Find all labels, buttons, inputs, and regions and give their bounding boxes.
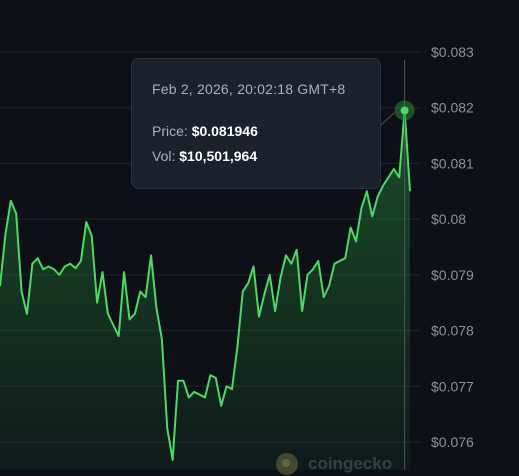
price-line — [0, 109, 411, 461]
tooltip-vol-value: $10,501,964 — [179, 148, 258, 164]
y-tick-label: $0.079 — [431, 267, 474, 283]
tooltip-price-row: Price: $0.081946 — [152, 123, 360, 139]
price-area — [0, 110, 410, 470]
price-line-layer — [0, 109, 411, 461]
y-tick-label: $0.08 — [431, 211, 466, 227]
tooltip-price-label: Price: — [152, 123, 188, 139]
watermark-text: coingecko — [308, 454, 393, 473]
coingecko-logo-icon — [276, 453, 298, 475]
y-axis-ticks: $0.083 $0.082 $0.081 $0.08 $0.079 $0.078 $0.07… — [431, 44, 474, 450]
y-tick-label: $0.078 — [431, 323, 474, 339]
tooltip-vol-label: Vol: — [152, 148, 176, 164]
tooltip-price-value: $0.081946 — [191, 123, 258, 139]
coingecko-watermark: coingecko — [276, 452, 392, 476]
tooltip-vol-row: Vol: $10,501,964 — [152, 148, 360, 164]
tooltip-date: Feb 2, 2026, 20:02:18 GMT+8 — [152, 81, 346, 97]
y-tick-label: $0.083 — [431, 44, 474, 60]
y-tick-label: $0.082 — [431, 100, 474, 116]
price-area-layer — [0, 110, 410, 470]
y-tick-label: $0.081 — [431, 155, 474, 171]
y-tick-label: $0.077 — [431, 378, 474, 394]
tooltip-pointer-line — [380, 112, 395, 126]
crosshair-layer — [380, 60, 415, 470]
y-tick-label: $0.076 — [431, 434, 474, 450]
price-tooltip: Feb 2, 2026, 20:02:18 GMT+8 Price: $0.08… — [131, 58, 381, 189]
highlight-point[interactable] — [400, 106, 409, 115]
